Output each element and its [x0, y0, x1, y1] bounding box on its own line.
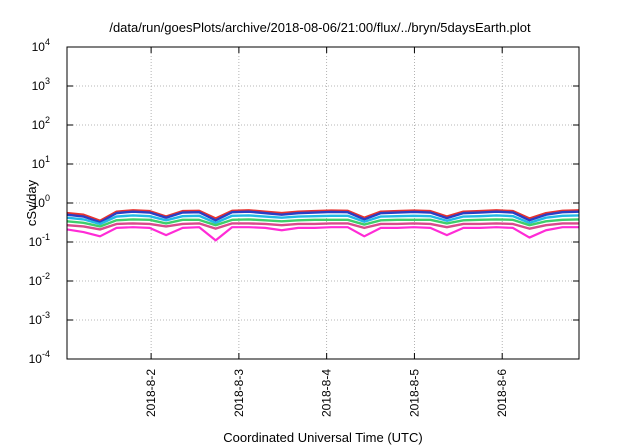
y-tick-label: 10-4	[29, 349, 50, 366]
series-line	[66, 218, 580, 228]
series-line	[66, 209, 580, 222]
series-line	[66, 226, 579, 242]
x-tick-label: 2018-8-6	[495, 369, 509, 417]
grid	[67, 47, 579, 359]
series-line	[66, 214, 580, 226]
y-tick-label: 10-3	[29, 310, 50, 327]
y-tick-label: 103	[32, 76, 50, 93]
x-tick-label: 2018-8-2	[144, 369, 158, 417]
y-tick-label: 104	[32, 37, 50, 54]
x-axis: 2018-8-2 2018-8-3 2018-8-4 2018-8-5 2018-8-6	[144, 47, 509, 417]
x-tick-label: 2018-8-4	[320, 369, 334, 417]
x-tick-label: 2018-8-5	[407, 369, 421, 417]
y-axis-label: cSv/day	[24, 179, 39, 226]
series-layer	[66, 209, 580, 242]
series-line	[66, 210, 580, 224]
y-tick-label: 10-2	[29, 271, 50, 288]
x-tick-label: 2018-8-3	[232, 369, 246, 417]
y-tick-label: 10-1	[29, 232, 50, 249]
series-line	[66, 222, 579, 231]
chart-title: /data/run/goesPlots/archive/2018-08-06/2…	[109, 20, 531, 35]
x-axis-label: Coordinated Universal Time (UTC)	[223, 430, 422, 445]
y-tick-label: 101	[32, 154, 50, 171]
y-tick-label: 102	[32, 115, 50, 132]
